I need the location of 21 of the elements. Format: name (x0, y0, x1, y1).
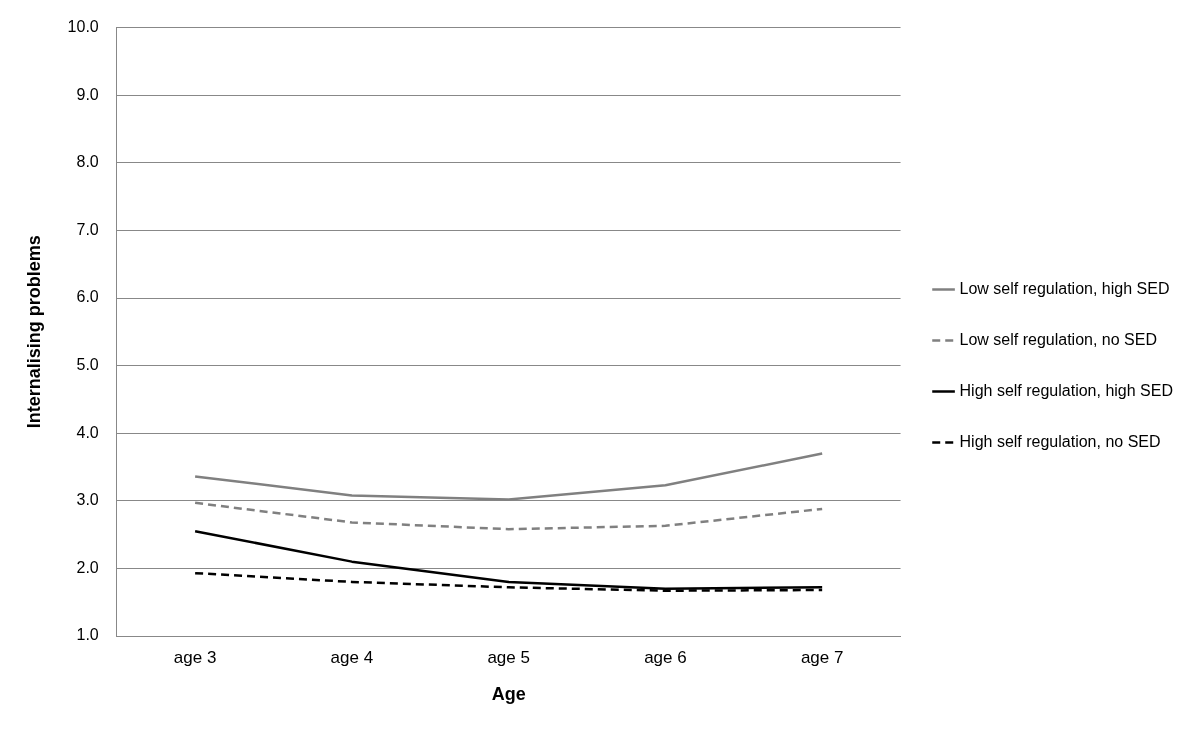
y-tick-label: 8.0 (76, 153, 99, 171)
y-tick-label: 3.0 (76, 491, 99, 509)
y-tick-label: 5.0 (76, 356, 99, 374)
y-tick-label: 1.0 (76, 626, 99, 644)
x-tick-label: age 7 (800, 647, 844, 667)
legend-label: Low self regulation, no SED (959, 330, 1157, 348)
x-tick-label: age 6 (644, 647, 687, 667)
y-tick-label: 10.0 (67, 18, 99, 36)
y-tick-label: 6.0 (76, 288, 99, 306)
y-tick-label: 2.0 (76, 558, 99, 576)
x-tick-label: age 3 (173, 647, 217, 667)
legend-label: High self regulation, no SED (959, 432, 1161, 450)
y-tick-label: 7.0 (76, 220, 99, 238)
x-axis-title: Age (491, 684, 526, 705)
x-tick-label: age 4 (330, 647, 374, 667)
legend-label: Low self regulation, high SED (959, 279, 1170, 297)
y-tick-label: 9.0 (76, 85, 99, 103)
y-tick-label: 4.0 (76, 423, 99, 441)
y-axis-title: Internalising problems (23, 235, 44, 429)
x-tick-label: age 5 (487, 647, 530, 667)
legend-label: High self regulation, high SED (959, 381, 1173, 399)
